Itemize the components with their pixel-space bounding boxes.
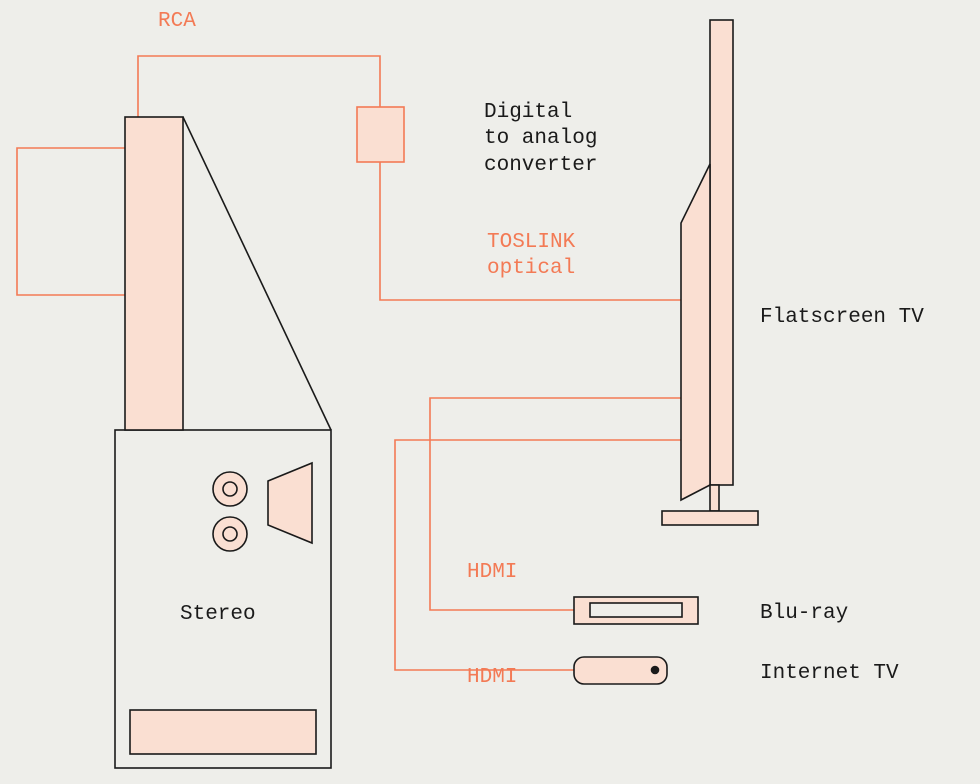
label-flatscreen: Flatscreen TV — [760, 305, 924, 331]
stereo_bottom_slab — [130, 710, 316, 754]
label-bluray: Blu-ray — [760, 601, 848, 627]
label-hdmi2: HDMI — [467, 665, 517, 691]
tv_neck — [710, 485, 719, 511]
cable-rca_outer — [17, 148, 125, 295]
label-rca: RCA — [158, 9, 196, 35]
dac_box — [357, 107, 404, 162]
label-internet-tv: Internet TV — [760, 661, 899, 687]
cable-rca_top — [138, 56, 380, 117]
tv_base — [662, 511, 758, 525]
tv_panel — [710, 20, 733, 485]
knob1-inner — [223, 482, 237, 496]
bluray_tray — [590, 603, 682, 617]
label-hdmi1: HDMI — [467, 560, 517, 586]
label-toslink: TOSLINK optical — [487, 230, 575, 283]
internet_dot — [652, 667, 659, 674]
label-stereo: Stereo — [180, 602, 256, 628]
label-dac: Digital to analog converter — [484, 100, 597, 179]
knob2-inner — [223, 527, 237, 541]
stereo_top_line — [183, 117, 331, 430]
tv_wedge — [681, 164, 710, 500]
stereo_top_slab — [125, 117, 183, 430]
cable-hdmi_itv — [395, 440, 681, 670]
